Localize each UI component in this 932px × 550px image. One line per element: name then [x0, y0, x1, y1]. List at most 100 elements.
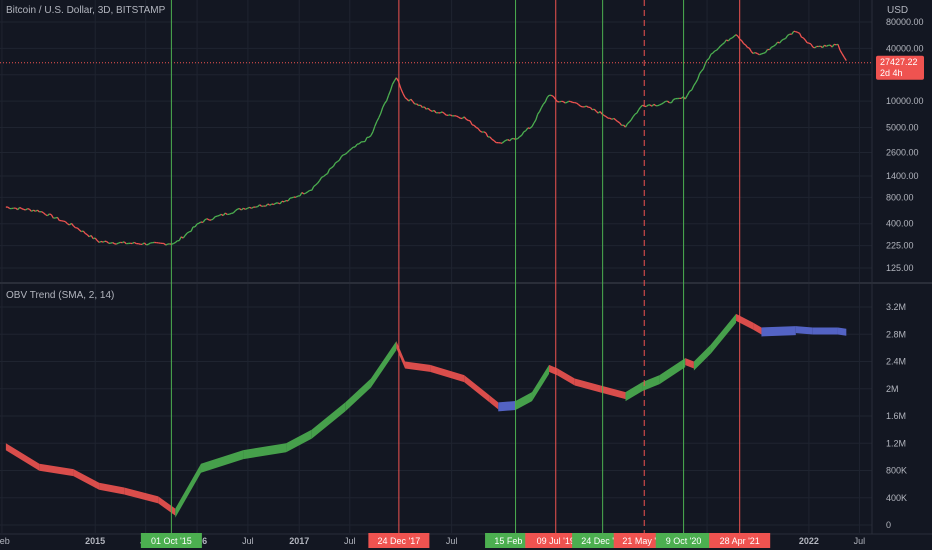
- obv-segment: [812, 327, 838, 335]
- price-candle: [640, 104, 644, 108]
- price-candle: [589, 107, 593, 111]
- price-candle: [837, 44, 841, 51]
- price-candle: [329, 167, 332, 170]
- price-candle: [741, 40, 745, 44]
- price-candle: [667, 100, 670, 104]
- price-candle: [706, 58, 710, 61]
- price-candle: [273, 202, 277, 206]
- price-candle: [178, 236, 182, 241]
- time-axis-tick: Jul: [854, 536, 866, 546]
- price-candle: [603, 114, 607, 118]
- price-axis-tick: 5000.00: [886, 123, 919, 133]
- price-axis-tick: 225.00: [886, 241, 914, 251]
- price-candle: [613, 117, 617, 121]
- price-candle: [281, 200, 285, 203]
- price-candle: [839, 49, 843, 55]
- price-candle: [340, 154, 344, 158]
- price-candle: [431, 109, 435, 112]
- price-candle: [299, 192, 303, 197]
- obv-segment: [175, 463, 201, 518]
- time-axis-tick: 2022: [799, 536, 819, 546]
- price-candle: [387, 90, 392, 96]
- price-candle: [354, 143, 358, 148]
- price-candle: [138, 243, 141, 245]
- price-candle: [100, 240, 104, 243]
- price-candle: [184, 232, 188, 236]
- price-candle: [764, 49, 769, 53]
- price-candle: [531, 122, 535, 127]
- signal-date-badge: [655, 533, 712, 548]
- price-candle: [265, 203, 269, 207]
- price-candle: [277, 202, 281, 205]
- price-candle: [55, 216, 58, 219]
- price-candle: [25, 208, 28, 211]
- price-candle: [523, 130, 527, 133]
- price-candle: [841, 53, 845, 58]
- price-candle: [702, 63, 706, 70]
- price-candle: [779, 40, 783, 44]
- price-axis-tick: 125.00: [886, 263, 914, 273]
- price-candle: [188, 230, 192, 233]
- price-candle: [86, 234, 90, 238]
- price-candle: [781, 38, 785, 41]
- price-candle: [801, 36, 804, 39]
- price-candle: [323, 174, 327, 177]
- price-candle: [670, 99, 674, 104]
- price-candle: [562, 100, 566, 104]
- price-candle: [404, 96, 408, 100]
- price-candle: [123, 241, 127, 245]
- price-candle: [812, 46, 816, 49]
- time-axis-tick: Jul: [446, 536, 458, 546]
- price-candle: [238, 208, 242, 211]
- price-candle: [697, 73, 701, 80]
- price-candle: [247, 206, 250, 209]
- obv-segment: [73, 469, 100, 490]
- price-candle: [358, 141, 362, 145]
- price-candle: [441, 111, 445, 114]
- last-price-countdown: 2d 4h: [880, 68, 903, 78]
- price-candle: [110, 241, 113, 244]
- price-candle: [370, 131, 374, 136]
- price-candle: [477, 127, 481, 132]
- price-candle: [106, 241, 110, 244]
- signal-date-badge: [525, 533, 587, 548]
- price-candle: [78, 229, 82, 233]
- price-candle: [131, 241, 135, 245]
- price-candle: [243, 207, 246, 210]
- price-candle: [680, 96, 684, 99]
- price-candle: [605, 116, 609, 119]
- price-candle: [645, 104, 649, 108]
- price-candle: [509, 138, 513, 142]
- price-axis-tick: 80000.00: [886, 17, 924, 27]
- price-candle: [493, 140, 497, 144]
- obv-segment: [39, 463, 74, 477]
- obv-segment: [557, 368, 575, 386]
- price-candle: [198, 221, 202, 224]
- price-candle: [578, 104, 582, 107]
- currency-label: USD: [887, 5, 909, 16]
- price-candle: [94, 237, 98, 241]
- obv-segment: [5, 443, 40, 471]
- price-candle: [196, 222, 200, 225]
- price-candle: [427, 107, 431, 111]
- price-candle: [775, 41, 779, 46]
- price-candle: [251, 206, 254, 209]
- obv-segment: [99, 482, 125, 495]
- price-candle: [182, 235, 186, 239]
- price-candle: [186, 231, 190, 234]
- price-candle: [505, 138, 509, 141]
- time-axis-tick: Jul: [344, 536, 356, 546]
- price-candle: [346, 150, 350, 154]
- price-candle: [570, 101, 574, 104]
- price-candle: [259, 204, 263, 207]
- obv-segment: [243, 443, 287, 460]
- price-candle: [663, 100, 666, 104]
- signal-date-badge: [140, 533, 202, 548]
- price-candle: [384, 100, 388, 104]
- price-candle: [202, 219, 206, 223]
- price-candle: [338, 156, 342, 161]
- price-candle: [27, 208, 30, 210]
- price-candle: [426, 107, 429, 110]
- price-candle: [311, 186, 315, 191]
